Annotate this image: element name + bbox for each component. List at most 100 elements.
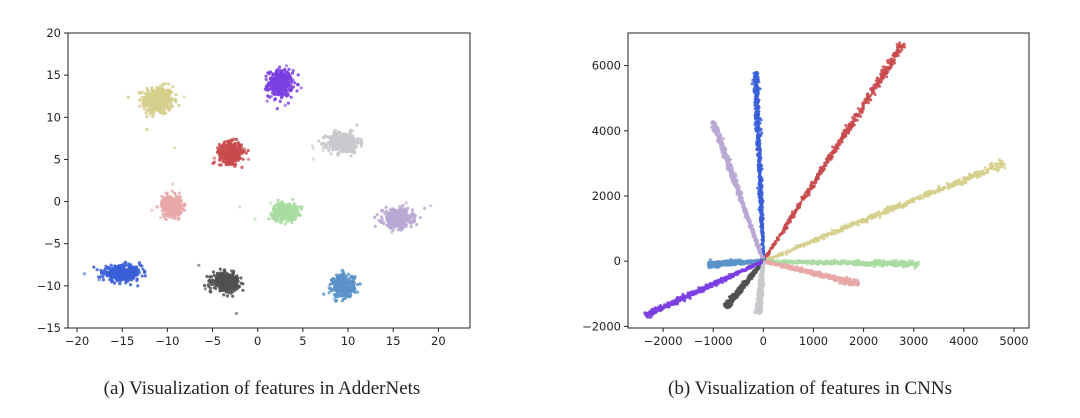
a-xtick-label: −10 — [155, 334, 179, 348]
b-point — [890, 63, 894, 67]
a-point — [280, 92, 284, 96]
a-point — [333, 140, 337, 144]
b-point — [790, 210, 794, 214]
a-point — [181, 207, 185, 211]
a-point — [296, 83, 300, 87]
a-point — [284, 70, 288, 74]
a-point — [152, 90, 156, 94]
a-point — [272, 79, 276, 83]
a-ytick-label: 0 — [54, 195, 61, 209]
a-point — [157, 89, 161, 93]
b-point — [888, 206, 892, 210]
a-point — [311, 157, 315, 161]
a-point — [138, 98, 142, 102]
a-point — [209, 275, 213, 279]
a-point — [279, 69, 284, 73]
b-point — [861, 106, 865, 110]
a-point — [299, 86, 303, 90]
a-point — [326, 135, 330, 139]
a-point — [144, 103, 148, 108]
a-point — [234, 162, 238, 166]
a-point — [241, 157, 245, 161]
a-point — [136, 284, 140, 288]
b-point — [873, 214, 877, 218]
a-point — [328, 145, 332, 150]
a-point — [347, 287, 351, 291]
a-point — [173, 192, 177, 196]
a-point — [203, 287, 207, 291]
b-point — [956, 178, 960, 182]
a-point — [182, 95, 186, 99]
a-point — [295, 208, 299, 212]
a-ytick-label: −5 — [44, 237, 61, 251]
a-point — [398, 216, 402, 220]
a-point — [218, 278, 222, 282]
a-point — [110, 279, 115, 283]
a-point — [273, 203, 278, 208]
b-point — [838, 229, 842, 233]
b-point — [876, 81, 880, 85]
a-point — [274, 210, 278, 214]
a-point — [140, 90, 144, 94]
a-point — [246, 148, 250, 153]
b-point — [830, 231, 834, 235]
a-point — [267, 72, 271, 76]
a-point — [332, 130, 336, 134]
a-point — [239, 276, 243, 280]
a-point — [338, 277, 342, 281]
a-point — [286, 81, 290, 85]
a-point — [343, 142, 347, 146]
a-point — [283, 67, 287, 71]
a-point — [218, 267, 222, 271]
a-point — [275, 81, 279, 85]
a-point — [225, 294, 229, 298]
a-point — [239, 281, 243, 285]
a-point — [292, 218, 296, 222]
a-point — [230, 284, 234, 288]
a-point — [162, 215, 166, 219]
b-point — [891, 60, 895, 64]
a-point — [280, 96, 284, 100]
b-point — [854, 114, 858, 118]
a-point — [397, 222, 402, 226]
b-ray-2 — [762, 158, 1007, 262]
a-point — [163, 209, 167, 213]
a-point — [241, 288, 245, 292]
a-point — [330, 139, 334, 143]
b-point — [793, 211, 797, 214]
a-point — [218, 158, 222, 162]
a-point — [214, 286, 218, 290]
a-point — [351, 134, 355, 138]
a-point — [224, 148, 228, 152]
a-point — [349, 154, 353, 158]
a-xtick-label: 10 — [341, 334, 356, 348]
b-point — [999, 163, 1003, 167]
a-point — [351, 129, 355, 133]
a-point — [128, 283, 133, 287]
a-point — [290, 214, 294, 218]
a-point — [345, 289, 349, 293]
b-point — [843, 226, 846, 230]
b-point — [819, 235, 823, 239]
b-point — [843, 131, 847, 135]
a-point — [208, 286, 212, 290]
a-point — [225, 276, 229, 280]
a-point — [373, 215, 377, 219]
a-point — [270, 87, 274, 92]
a-point — [271, 72, 275, 76]
a-point — [170, 206, 174, 210]
b-point — [865, 216, 869, 220]
a-point — [335, 137, 339, 141]
b-point — [964, 179, 968, 182]
b-point — [829, 154, 833, 158]
a-point — [291, 85, 295, 89]
a-point — [281, 71, 285, 75]
a-point — [175, 206, 179, 210]
a-point — [165, 93, 169, 97]
a-point — [327, 285, 331, 289]
a-point — [212, 160, 216, 164]
a-xtick-label: 5 — [299, 334, 306, 348]
a-point — [282, 207, 286, 211]
a-point — [148, 112, 152, 116]
